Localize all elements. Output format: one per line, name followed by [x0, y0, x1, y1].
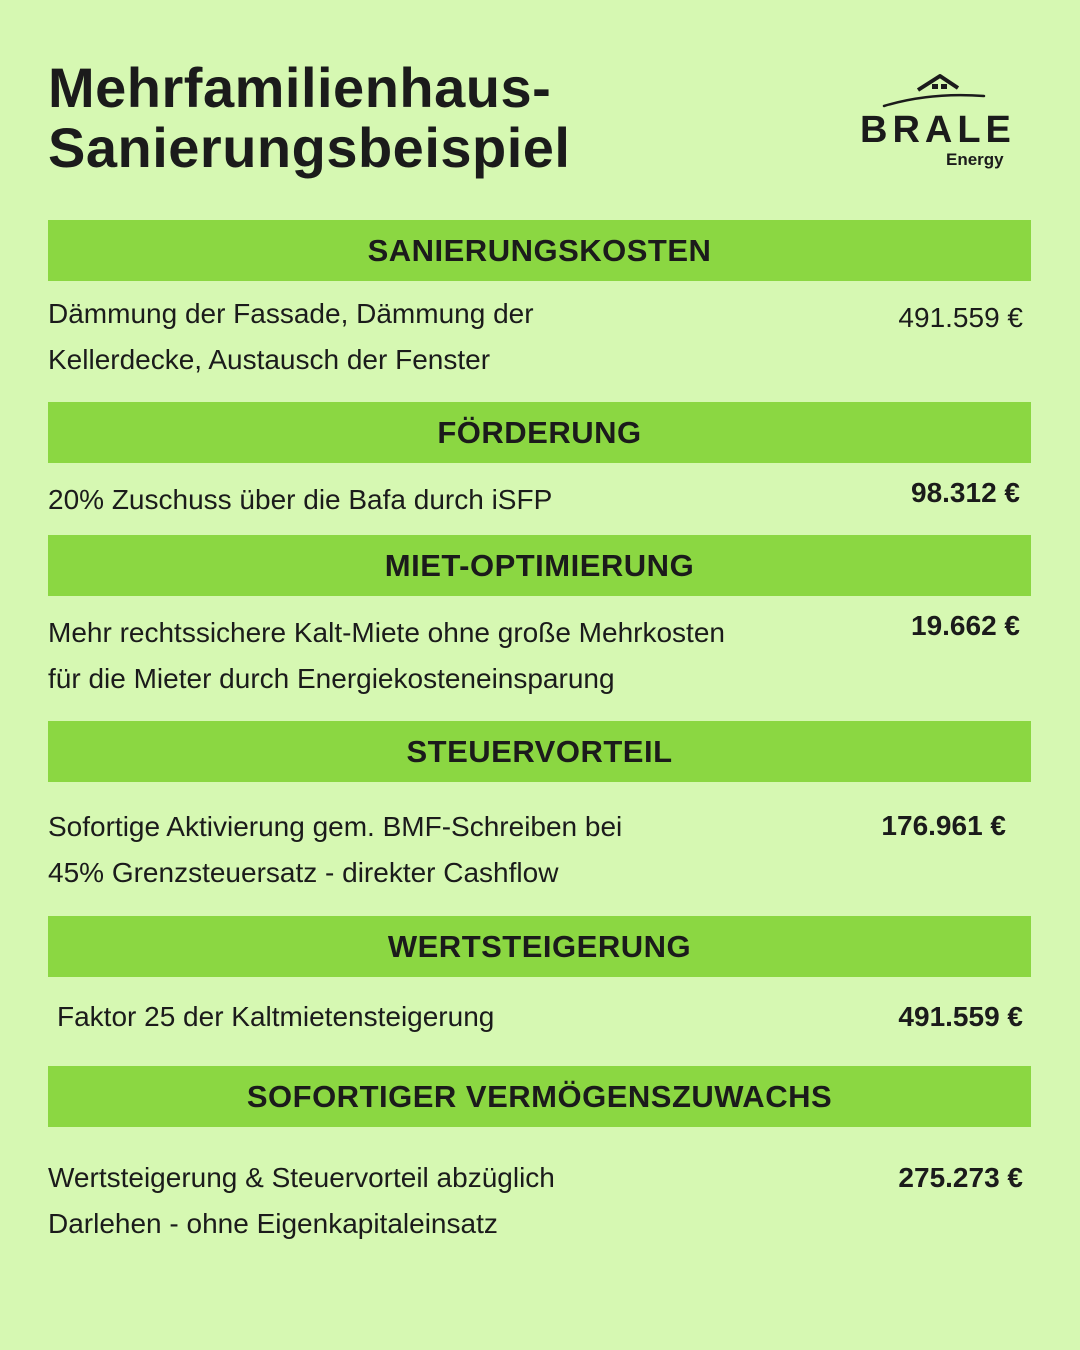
section-heading-miet-optimierung: MIET-OPTIMIERUNG: [48, 535, 1031, 596]
description-line: für die Mieter durch Energiekosteneinspa…: [48, 663, 615, 694]
section-heading-steuervorteil: STEUERVORTEIL: [48, 721, 1031, 782]
section-amount-foerderung: 98.312 €: [911, 477, 1020, 508]
section-description-sanierungskosten: Dämmung der Fassade, Dämmung der Kellerd…: [48, 291, 848, 383]
section-description-steuervorteil: Sofortige Aktivierung gem. BMF-Schreiben…: [48, 804, 848, 896]
description-line: Wertsteigerung & Steuervorteil abzüglich: [48, 1162, 555, 1193]
logo-wordmark: BRALE: [860, 109, 1016, 151]
section-heading-sanierungskosten: SANIERUNGSKOSTEN: [48, 220, 1031, 281]
description-line: Faktor 25 der Kaltmietensteigerung: [57, 1001, 495, 1032]
section-description-vermoegenszuwachs: Wertsteigerung & Steuervorteil abzüglich…: [48, 1155, 848, 1247]
page-title-line1: Mehrfamilienhaus-: [48, 56, 552, 119]
page-title: Mehrfamilienhaus- Sanierungsbeispiel: [48, 58, 571, 178]
section-amount-vermoegenszuwachs: 275.273 €: [898, 1162, 1023, 1193]
section-amount-wertsteigerung: 491.559 €: [898, 1001, 1023, 1032]
section-description-foerderung: 20% Zuschuss über die Bafa durch iSFP: [48, 477, 848, 523]
section-heading-foerderung: FÖRDERUNG: [48, 402, 1031, 463]
description-line: Mehr rechtssichere Kalt-Miete ohne große…: [48, 617, 725, 648]
logo-subtitle: Energy: [946, 150, 1004, 169]
description-line: Darlehen - ohne Eigenkapitaleinsatz: [48, 1208, 498, 1239]
description-line: Dämmung der Fassade, Dämmung der: [48, 298, 534, 329]
section-amount-sanierungskosten: 491.559 €: [898, 302, 1023, 333]
section-amount-steuervorteil: 176.961 €: [881, 810, 1006, 841]
page-title-line2: Sanierungsbeispiel: [48, 116, 571, 179]
section-description-miet-optimierung: Mehr rechtssichere Kalt-Miete ohne große…: [48, 610, 848, 702]
description-line: Sofortige Aktivierung gem. BMF-Schreiben…: [48, 811, 623, 842]
description-line: 20% Zuschuss über die Bafa durch iSFP: [48, 484, 553, 515]
section-heading-wertsteigerung: WERTSTEIGERUNG: [48, 916, 1031, 977]
section-description-wertsteigerung: Faktor 25 der Kaltmietensteigerung: [57, 994, 857, 1040]
description-line: Kellerdecke, Austausch der Fenster: [48, 344, 491, 375]
section-heading-vermoegenszuwachs: SOFORTIGER VERMÖGENSZUWACHS: [48, 1066, 1031, 1127]
section-amount-miet-optimierung: 19.662 €: [911, 610, 1020, 641]
description-line: 45% Grenzsteuersatz - direkter Cashflow: [48, 857, 559, 888]
brale-energy-logo: BRALE Energy: [858, 70, 1011, 180]
house-roof-icon: [882, 74, 986, 108]
